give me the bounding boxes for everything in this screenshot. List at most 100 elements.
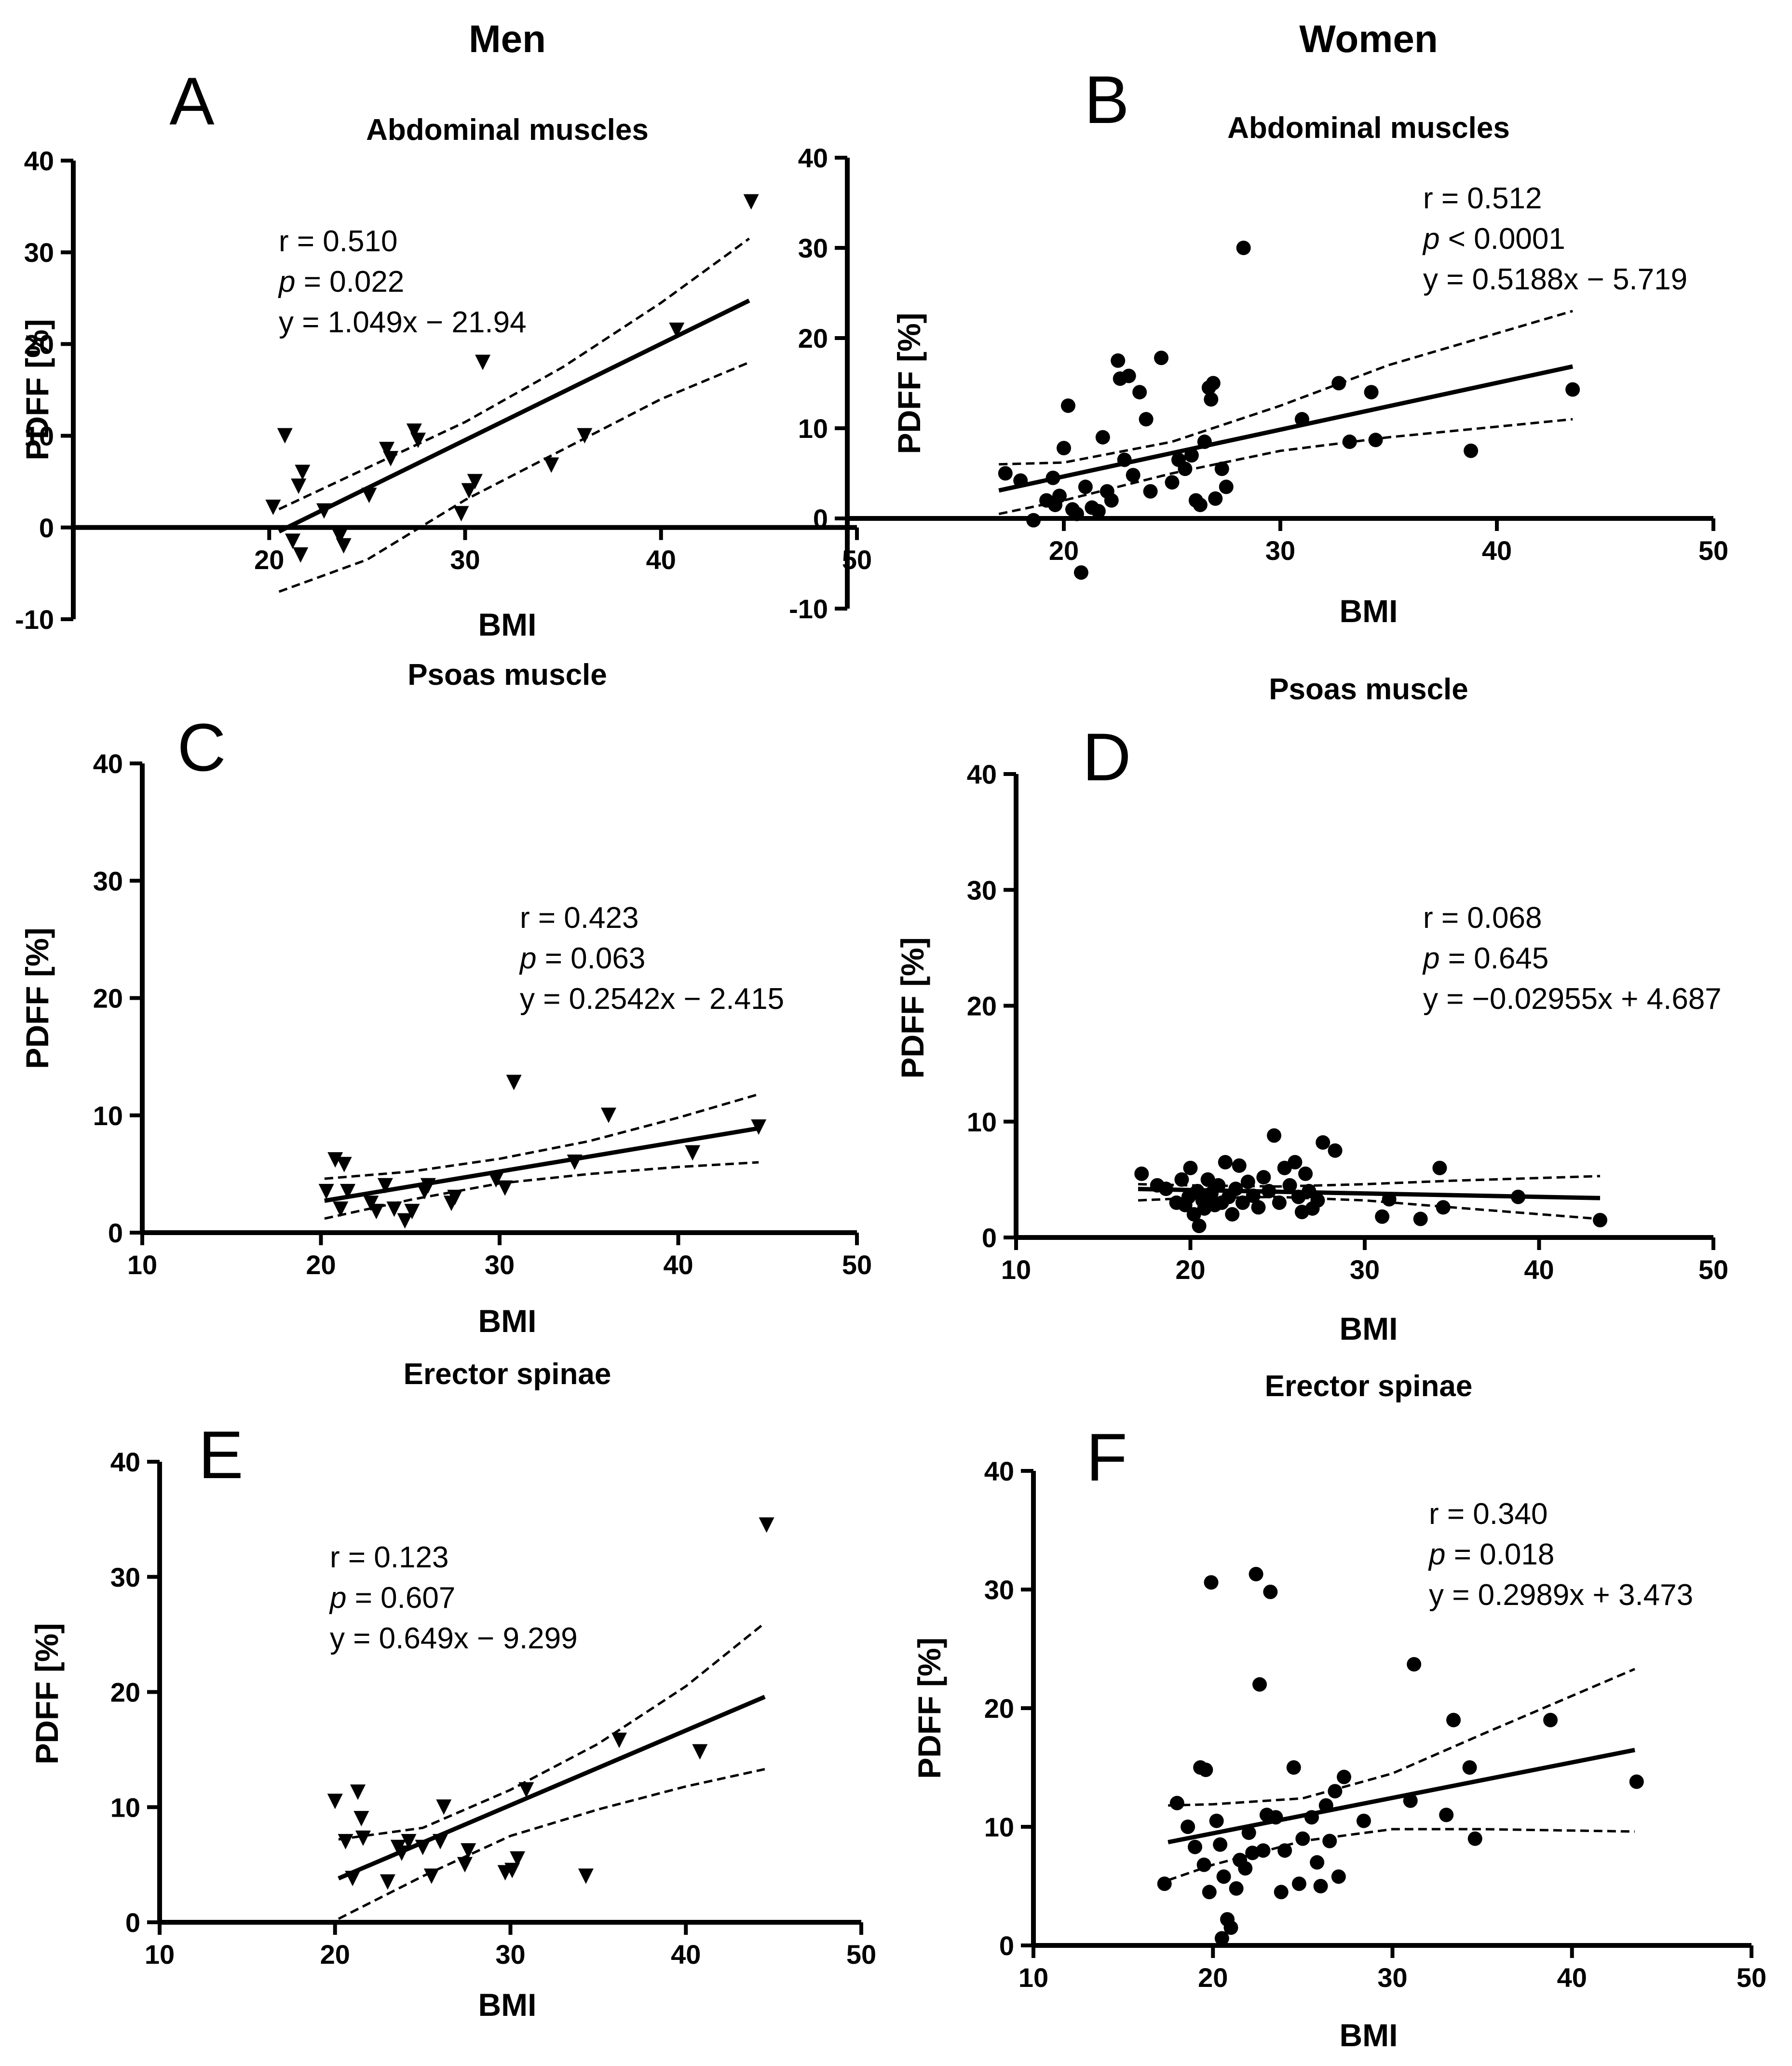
data-point — [1356, 1813, 1371, 1828]
y-tick-label: 20 — [984, 1693, 1014, 1724]
data-point — [350, 1784, 366, 1800]
data-point — [1204, 1575, 1219, 1590]
data-point — [1236, 241, 1251, 255]
y-axis-label: PDFF [%] — [891, 313, 927, 454]
ci-lower-line — [278, 361, 750, 593]
data-point — [447, 1190, 463, 1206]
y-tick-label: 40 — [24, 146, 54, 176]
y-tick-label: -10 — [15, 604, 54, 635]
data-point — [1193, 497, 1208, 512]
data-point — [1282, 1178, 1297, 1193]
data-point — [277, 428, 293, 444]
data-point — [380, 1874, 395, 1890]
data-point — [685, 1145, 701, 1161]
column-title-women: Women — [1299, 17, 1438, 60]
data-point — [1073, 565, 1088, 580]
data-point — [1316, 1135, 1330, 1150]
data-point — [1218, 1155, 1233, 1169]
data-point — [1342, 435, 1357, 449]
stat-equation: y = 0.2989x + 3.473 — [1429, 1578, 1693, 1612]
data-point — [998, 466, 1013, 481]
data-point — [1192, 1218, 1207, 1233]
data-point — [1139, 412, 1154, 427]
regression-line — [324, 1126, 759, 1203]
x-tick-label: 40 — [1557, 1962, 1587, 1993]
data-point — [1446, 1713, 1461, 1727]
data-point — [1511, 1189, 1526, 1204]
data-point — [1181, 1820, 1195, 1834]
x-tick-label: 30 — [495, 1939, 525, 1970]
data-point — [379, 442, 394, 458]
x-tick-label: 40 — [1482, 535, 1512, 566]
data-point — [316, 503, 332, 519]
data-point — [543, 457, 559, 473]
data-point — [475, 354, 491, 370]
data-point — [1069, 506, 1084, 521]
data-point — [1184, 448, 1199, 463]
regression-line — [338, 1695, 766, 1881]
data-point — [1263, 1584, 1278, 1599]
y-axis-label: PDFF [%] — [29, 1623, 65, 1764]
data-point — [1238, 1861, 1253, 1876]
data-point — [1240, 1174, 1255, 1189]
data-point — [461, 1843, 476, 1859]
stat-equation: y = 0.649x − 9.299 — [330, 1622, 578, 1655]
x-tick-label: 20 — [1198, 1962, 1228, 1993]
y-tick-label: 20 — [798, 323, 828, 353]
data-point — [1252, 1677, 1267, 1692]
data-point — [1302, 1183, 1317, 1198]
data-point — [577, 428, 593, 444]
data-point — [1206, 376, 1221, 391]
x-tick-label: 20 — [254, 544, 284, 575]
x-tick-label: 50 — [1698, 535, 1728, 566]
data-point — [386, 1201, 402, 1217]
panel-title: Abdominal muscles — [1227, 111, 1510, 145]
data-point — [336, 1156, 352, 1172]
data-point — [1277, 1843, 1292, 1858]
panel-letter: A — [169, 63, 215, 139]
data-point — [1256, 1170, 1271, 1185]
data-point — [1318, 1798, 1333, 1813]
panel-letter: E — [198, 1417, 243, 1493]
data-point — [1407, 1657, 1422, 1672]
x-tick-label: 30 — [1265, 535, 1295, 566]
x-axis-label: BMI — [1340, 593, 1398, 629]
data-point — [1228, 1182, 1243, 1196]
x-tick-label: 30 — [1350, 1254, 1380, 1285]
data-point — [336, 538, 352, 554]
data-point — [1157, 1876, 1172, 1891]
data-point — [363, 1196, 379, 1211]
data-point — [1045, 470, 1060, 485]
data-point — [361, 488, 377, 503]
data-point — [1143, 484, 1158, 499]
data-point — [497, 1180, 513, 1196]
data-point — [1198, 1762, 1213, 1777]
data-point — [1304, 1810, 1319, 1825]
data-point — [1229, 1881, 1244, 1896]
data-point — [669, 322, 685, 338]
y-tick-label: 20 — [24, 329, 54, 359]
data-point — [423, 1868, 439, 1884]
y-tick-label: 0 — [125, 1907, 140, 1938]
panel-title: Abdominal muscles — [366, 113, 649, 147]
stat-p-value: = 0.018 — [1445, 1538, 1554, 1571]
y-tick-label: 20 — [93, 983, 123, 1014]
data-point — [601, 1107, 617, 1123]
data-point — [338, 1834, 353, 1849]
column-title-men: Men — [469, 17, 546, 60]
data-point — [1439, 1808, 1454, 1822]
data-point — [1565, 382, 1580, 397]
panel-title: Psoas muscle — [1269, 673, 1468, 706]
data-point — [1111, 353, 1126, 368]
x-axis-label: BMI — [478, 1303, 537, 1339]
data-point — [327, 1152, 343, 1168]
panel-letter: D — [1082, 719, 1131, 795]
data-point — [1256, 1843, 1271, 1858]
stat-equation: y = −0.02955x + 4.687 — [1423, 982, 1722, 1016]
x-tick-label: 50 — [846, 1939, 876, 1970]
stat-r: r = 0.123 — [330, 1541, 448, 1574]
ci-upper-line — [1168, 1668, 1635, 1807]
data-point — [1214, 1931, 1229, 1946]
